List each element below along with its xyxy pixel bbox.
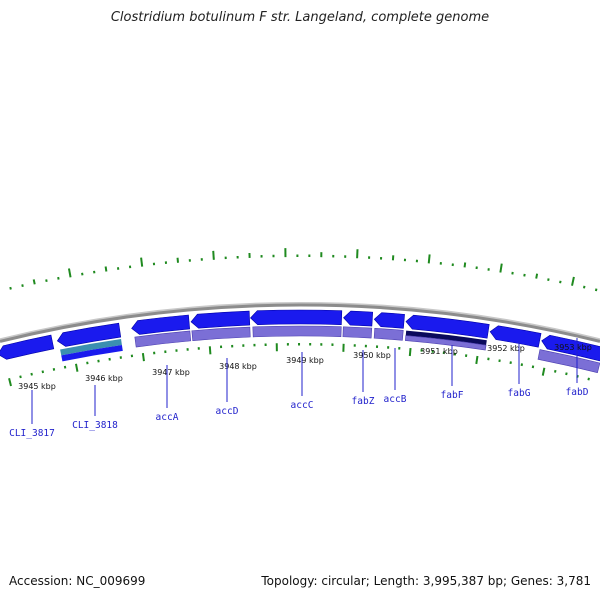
cds-dark-band	[405, 330, 487, 346]
gc-content-tick	[41, 370, 45, 374]
gene-label: CLI_3818	[72, 420, 118, 431]
cds-arrow	[541, 334, 600, 362]
scale-label: 3950 kbp	[353, 351, 391, 360]
scale-label: 3952 kbp	[487, 344, 525, 353]
cds-arrow	[343, 310, 374, 327]
cds-band	[61, 344, 123, 362]
topology-text: Topology: circular; Length: 3,995,387 bp…	[261, 574, 591, 588]
gc-skew-tick	[571, 276, 575, 286]
gc-content-tick	[408, 347, 412, 357]
scale-label: 3946 kbp	[85, 374, 123, 383]
cds-arrow	[131, 314, 191, 335]
gc-skew-tick	[212, 250, 215, 260]
feature-band	[342, 326, 373, 339]
cds-highlight-band	[60, 339, 122, 356]
scale-label: 3947 kbp	[152, 368, 190, 377]
gene-label: accA	[156, 412, 179, 423]
cds-arrow	[373, 312, 405, 329]
gc-skew-tick	[140, 257, 144, 267]
gc-content-tick	[208, 346, 212, 355]
feature-band	[191, 326, 251, 342]
gc-content-tick	[75, 363, 79, 372]
gc-content-tick	[52, 367, 56, 371]
gc-content-tick	[587, 377, 590, 381]
gc-skew-tick	[427, 254, 431, 264]
gene-label: fabF	[441, 390, 464, 401]
gc-skew-tick	[9, 286, 12, 290]
gene-label: accB	[384, 394, 407, 405]
scale-label: 3953 kbp	[554, 343, 592, 352]
gc-content-tick	[554, 369, 557, 373]
scale-label: 3951 kbp	[420, 347, 458, 356]
gc-skew-tick	[67, 268, 72, 278]
gene-label: fabD	[566, 387, 589, 398]
gc-skew-tick	[594, 288, 598, 292]
backbone-outer	[0, 302, 600, 341]
gc-content-tick	[565, 372, 568, 376]
gene-label: CLI_3817	[9, 428, 55, 439]
gc-skew-tick	[535, 273, 539, 279]
scale-label: 3945 kbp	[18, 382, 56, 391]
gene-label: fabZ	[352, 396, 375, 407]
scale-label: 3948 kbp	[219, 362, 257, 371]
gc-content-tick	[475, 355, 479, 365]
feature-band	[252, 325, 342, 338]
feature-band	[373, 327, 404, 341]
cds-arrow	[405, 314, 490, 339]
cds-arrow	[250, 309, 343, 326]
cds-arrow	[489, 325, 542, 348]
gc-content-tick	[141, 353, 145, 362]
backbone	[0, 303, 600, 343]
gene-label: fabG	[508, 388, 531, 399]
scale-label: 3949 kbp	[286, 356, 324, 365]
feature-band	[537, 349, 600, 374]
map-title: Clostridium botulinum F str. Langeland, …	[110, 10, 490, 25]
cds-arrow	[190, 310, 251, 329]
gc-content-tick	[30, 372, 33, 376]
gc-content-tick	[8, 378, 12, 387]
cds-arrow	[0, 334, 55, 360]
gc-skew-tick	[463, 262, 467, 268]
cds-arrow	[56, 322, 122, 347]
gene-label: accC	[291, 400, 314, 411]
gc-skew-tick	[499, 263, 503, 273]
gc-skew-tick	[582, 285, 586, 289]
gene-label: accD	[216, 406, 239, 417]
feature-band	[405, 335, 487, 351]
gc-skew-tick	[32, 279, 36, 285]
gc-content-tick	[541, 367, 546, 376]
gc-skew-tick	[104, 266, 108, 272]
gc-content-tick	[19, 375, 22, 379]
feature-band	[134, 330, 192, 348]
accession-text: Accession: NC_009699	[9, 574, 146, 588]
gc-skew-tick	[21, 284, 24, 288]
